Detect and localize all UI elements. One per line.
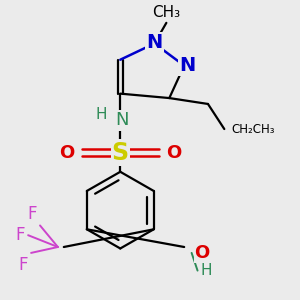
Text: F: F: [28, 205, 37, 223]
Text: N: N: [146, 32, 163, 52]
Text: N: N: [179, 56, 195, 75]
Text: CH₃: CH₃: [152, 5, 180, 20]
Text: S: S: [112, 141, 129, 165]
Text: H: H: [95, 107, 107, 122]
Text: O: O: [59, 144, 74, 162]
Text: F: F: [19, 256, 28, 274]
Text: O: O: [195, 244, 210, 262]
Text: CH₂CH₃: CH₂CH₃: [232, 122, 275, 136]
Text: F: F: [16, 226, 25, 244]
Text: N: N: [115, 111, 128, 129]
Text: H: H: [200, 263, 212, 278]
Text: O: O: [166, 144, 182, 162]
